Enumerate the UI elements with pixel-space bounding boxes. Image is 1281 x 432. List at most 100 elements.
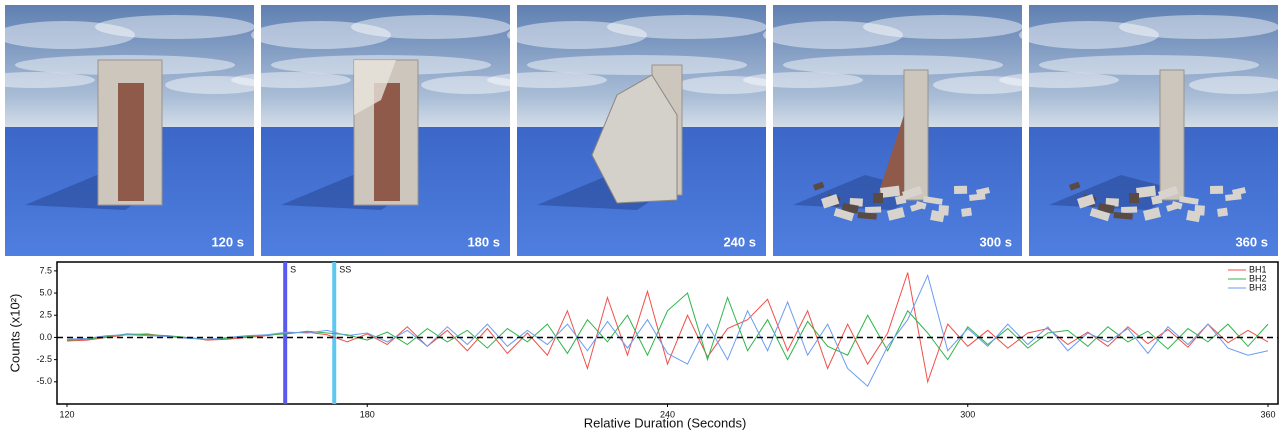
render-panel: 180 s — [231, 5, 521, 256]
rubble — [1179, 196, 1199, 205]
y-tick-label: 2.5 — [39, 310, 52, 320]
y-tick-label: 0.0 — [39, 332, 52, 342]
rubble — [865, 206, 882, 213]
cloud — [1039, 55, 1259, 75]
rubble — [887, 207, 905, 221]
x-tick-label: 240 — [660, 409, 675, 419]
cloud — [231, 72, 351, 88]
y-tick-label: 7.5 — [39, 265, 52, 275]
rubble — [1217, 207, 1229, 217]
y-tick-label: -5.0 — [36, 376, 52, 386]
rubble — [1089, 208, 1111, 222]
rubble — [1225, 193, 1242, 201]
cloud — [421, 76, 521, 94]
rubble — [1136, 185, 1157, 198]
rubble — [923, 196, 943, 205]
y-axis-label: Counts (x10²) — [7, 294, 22, 373]
rubble — [954, 185, 968, 194]
rubble — [1113, 212, 1133, 220]
cloud — [507, 21, 647, 49]
rubble — [930, 209, 945, 223]
render-panel: 300 s — [743, 5, 1033, 256]
rubble — [1069, 181, 1081, 191]
cloud — [0, 72, 95, 88]
plot-frame — [56, 261, 1279, 405]
cloud — [251, 21, 391, 49]
pillar — [903, 69, 929, 201]
rubble — [1186, 209, 1201, 223]
rubble — [1121, 206, 1138, 213]
cloud — [933, 76, 1033, 94]
rubble — [1105, 197, 1119, 207]
x-tick-label: 360 — [1260, 409, 1275, 419]
rubble — [910, 202, 925, 212]
rubble — [961, 207, 973, 217]
rubble — [813, 181, 825, 191]
rubble — [1210, 185, 1224, 194]
panel-label: 360 s — [1235, 234, 1268, 249]
legend-label: BH3 — [1249, 282, 1267, 292]
rubble — [841, 203, 859, 214]
brick — [118, 83, 144, 201]
brick-remains — [878, 115, 904, 195]
cloud — [783, 55, 1003, 75]
rubble — [969, 193, 986, 201]
rubble — [1166, 202, 1181, 212]
phase-label: SS — [339, 264, 351, 274]
x-tick-label: 180 — [360, 409, 375, 419]
rubble — [894, 194, 907, 205]
rubble — [1129, 193, 1139, 203]
rubble — [833, 208, 855, 222]
rubble — [1077, 194, 1096, 209]
panel-label: 300 s — [979, 234, 1012, 249]
cloud — [0, 21, 135, 49]
series-line — [66, 292, 1269, 362]
cloud — [863, 15, 1023, 39]
series-line — [66, 272, 1269, 384]
cloud — [1119, 15, 1279, 39]
legend-label: BH2 — [1249, 273, 1267, 283]
cloud — [607, 15, 767, 39]
damage — [354, 60, 396, 115]
cloud — [95, 15, 255, 39]
cloud — [351, 15, 511, 39]
cloud — [763, 21, 903, 49]
rubble — [873, 193, 883, 203]
rubble — [849, 197, 863, 207]
rubble — [821, 194, 840, 209]
rubble — [902, 185, 923, 200]
y-tick-label: -2.5 — [36, 354, 52, 364]
legend-label: BH1 — [1249, 264, 1267, 274]
series-line — [66, 273, 1269, 388]
rubble — [1143, 207, 1161, 221]
rubble — [1151, 194, 1163, 205]
rubble — [1232, 187, 1247, 196]
sky — [1029, 5, 1278, 127]
rubble — [975, 187, 991, 196]
y-tick-label: 5.0 — [39, 287, 52, 297]
sky — [773, 5, 1022, 127]
x-tick-label: 120 — [59, 409, 74, 419]
cloud — [487, 72, 607, 88]
render-panel: 120 s — [0, 5, 265, 256]
debris-cloud — [591, 74, 678, 204]
render-panel: 360 s — [999, 5, 1281, 256]
cloud — [677, 76, 777, 94]
panel-label: 240 s — [723, 234, 756, 249]
cloud — [999, 72, 1119, 88]
cloud — [1189, 76, 1281, 94]
pillar — [1159, 69, 1185, 201]
rubble — [857, 212, 877, 220]
panel-label: 120 s — [211, 234, 244, 249]
cloud — [1019, 21, 1159, 49]
cloud — [743, 72, 863, 88]
rubble — [1097, 203, 1115, 214]
cloud — [527, 55, 747, 75]
render-panel: 240 s — [487, 5, 777, 256]
cloud — [165, 76, 265, 94]
rubble — [1158, 185, 1179, 200]
panel-label: 180 s — [467, 234, 500, 249]
phase-label: S — [290, 264, 296, 274]
rubble — [880, 185, 901, 198]
